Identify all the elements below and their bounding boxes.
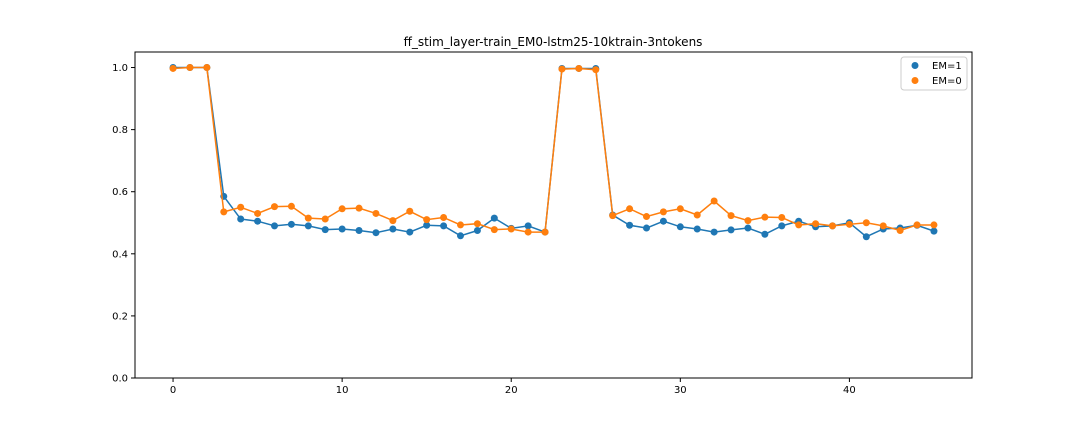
series-2 [169,64,938,236]
data-point [372,229,380,237]
series-layer [169,64,938,241]
data-point [237,215,245,223]
data-point [879,222,887,230]
data-point [812,220,820,228]
data-point [473,227,481,235]
data-point [220,208,228,216]
data-point [271,203,278,211]
data-point [930,221,938,229]
data-point [473,220,481,228]
data-point [761,213,769,221]
data-point [659,217,667,225]
data-point [676,205,684,213]
data-point [524,222,532,230]
legend-marker [911,77,919,84]
data-point [423,221,431,229]
chart-title: ff_stim_layer-train_EM0-lstm25-10ktrain-… [404,35,703,49]
data-point [372,209,380,217]
legend-label: EM=1 [932,61,962,72]
data-point [389,217,397,225]
data-point [524,228,532,236]
data-point [896,227,904,235]
data-point [338,205,346,213]
data-point [845,220,853,228]
legend-label: EM=0 [932,76,962,87]
y-axis: 0.0 0.2 0.4 0.6 0.8 1.0 [112,63,135,385]
data-point [592,66,600,74]
data-point [744,217,752,225]
data-point [237,203,245,211]
data-point [287,202,295,210]
data-point [930,227,938,235]
data-point [490,226,498,234]
data-point [626,205,634,213]
data-point [558,65,566,73]
data-point [829,222,836,230]
data-point [778,213,786,221]
data-point [304,222,312,230]
data-point [761,230,769,238]
data-point [744,224,752,232]
data-point [727,226,735,234]
data-point [676,223,684,231]
data-point [355,227,363,235]
data-point [575,64,583,72]
data-point [169,64,177,72]
y-tick-label: 1.0 [112,63,128,74]
data-point [913,221,921,229]
y-tick-label: 0.6 [112,187,128,198]
data-point [406,207,414,215]
data-point [457,232,464,240]
data-point [406,228,414,236]
data-point [490,214,498,222]
data-point [440,222,448,230]
x-axis: 0 10 20 30 40 [170,378,856,396]
x-tick-label: 10 [336,385,349,396]
data-point [321,215,329,223]
x-tick-label: 30 [674,385,687,396]
data-point [507,225,515,233]
y-tick-label: 0.8 [112,125,128,136]
data-point [643,213,650,221]
data-point [271,222,278,230]
data-point [643,224,650,232]
data-point [727,212,735,220]
data-point [693,225,701,233]
plot-area [134,51,973,379]
x-tick-label: 0 [170,385,176,396]
data-point [355,204,363,212]
data-point [389,225,397,233]
data-point [287,220,295,228]
legend: EM=1 EM=0 [900,56,968,91]
data-point [254,209,262,217]
data-point [423,216,431,224]
series-line [173,66,934,233]
data-point [254,217,262,225]
data-point [659,208,667,216]
legend-marker [911,62,919,69]
x-tick-label: 20 [505,385,518,396]
data-point [304,214,312,222]
data-point [862,219,870,227]
data-point [338,225,346,233]
data-point [693,211,701,219]
data-point [541,228,549,236]
data-point [440,213,448,221]
data-point [862,233,870,241]
data-point [710,228,718,236]
x-tick-label: 40 [843,385,856,396]
data-point [626,221,634,229]
y-tick-label: 0.2 [112,311,128,322]
data-point [710,197,718,205]
y-tick-label: 0.0 [112,374,128,385]
data-point [609,212,617,220]
data-point [203,64,211,72]
y-tick-label: 0.4 [112,249,128,260]
data-point [321,226,329,234]
data-point [186,64,194,72]
data-point [778,222,786,230]
data-point [795,221,803,229]
data-point [457,221,464,229]
